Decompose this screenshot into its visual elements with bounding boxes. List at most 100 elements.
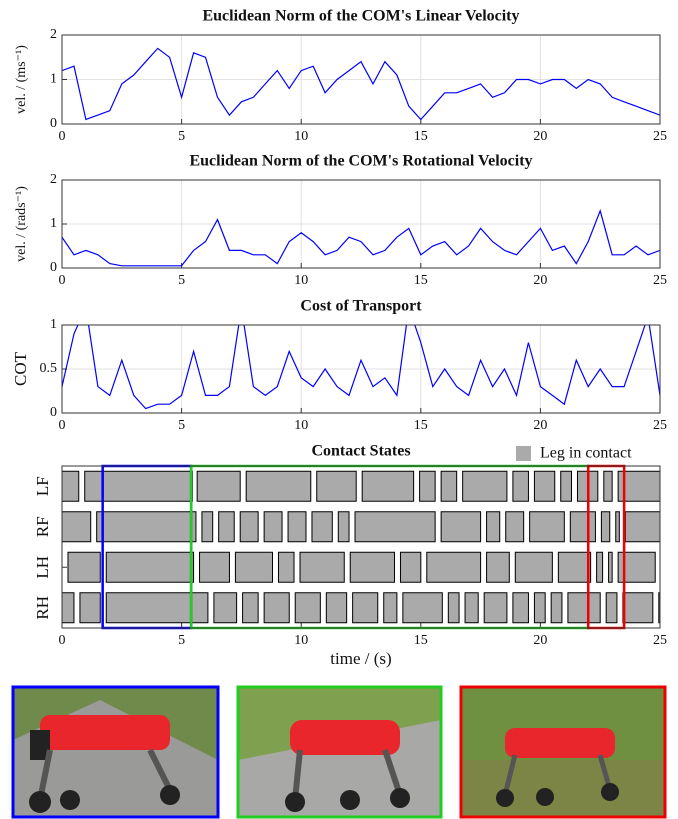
contact-bar <box>464 592 479 624</box>
y-axis-label: vel. / (ms⁻¹) <box>14 45 29 114</box>
contact-bar <box>486 511 501 543</box>
contact-bar <box>105 592 209 624</box>
chart-title: Contact States <box>311 443 410 460</box>
contact-bar <box>624 511 661 543</box>
contact-bar <box>218 511 235 543</box>
contact-bar <box>512 470 529 502</box>
contact-bar <box>569 511 596 543</box>
x-tick-label: 10 <box>294 633 308 648</box>
y-tick-label: 1 <box>50 317 57 332</box>
contact-bar <box>277 551 295 583</box>
contact-bar <box>311 511 333 543</box>
contact-bar <box>316 470 357 502</box>
contact-bar <box>440 511 482 543</box>
contact-bar <box>533 592 546 624</box>
x-tick-label: 0 <box>59 633 66 648</box>
contact-bar <box>447 592 460 624</box>
x-tick-label: 5 <box>178 633 185 648</box>
x-tick-label: 0 <box>59 418 66 433</box>
contact-bar <box>263 592 290 624</box>
contact-bar <box>105 551 195 583</box>
x-tick-label: 20 <box>533 633 547 648</box>
contact-bar <box>505 511 525 543</box>
contact-bar <box>603 470 613 502</box>
contact-bar <box>605 592 618 624</box>
x-tick-label: 25 <box>653 418 667 433</box>
x-tick-label: 0 <box>59 129 66 144</box>
contact-bar <box>201 511 214 543</box>
contact-bar <box>483 592 508 624</box>
contact-bar <box>213 592 238 624</box>
chart-title: Cost of Transport <box>300 298 422 315</box>
contact-bar <box>349 551 395 583</box>
x-tick-label: 5 <box>178 418 185 433</box>
y-tick-label: 0 <box>50 116 57 131</box>
photos <box>11 685 667 819</box>
contact-bar <box>294 592 321 624</box>
contact-bar <box>560 470 572 502</box>
contact-bar <box>550 592 563 624</box>
axes-frame <box>61 465 661 629</box>
series-line <box>62 208 660 267</box>
row-label: RH <box>33 596 52 620</box>
chart-title: Euclidean Norm of the COM's Rotational V… <box>189 153 532 170</box>
photo-blue <box>11 685 220 819</box>
contact-bar <box>299 551 345 583</box>
contact-bar <box>96 511 197 543</box>
x-tick-label: 15 <box>414 633 428 648</box>
axes-frame <box>61 179 661 269</box>
axes-frame <box>61 34 661 125</box>
x-tick-label: 5 <box>178 273 185 288</box>
row-label: LH <box>33 556 52 579</box>
y-tick-label: 1 <box>50 72 57 87</box>
x-tick-label: 10 <box>294 129 308 144</box>
x-tick-label: 25 <box>653 633 667 648</box>
contact-bar <box>79 592 101 624</box>
contact-bar <box>352 592 379 624</box>
contact-bar <box>529 511 565 543</box>
contact-bar <box>608 551 613 583</box>
contact-bar <box>337 511 350 543</box>
contact-bar <box>514 551 553 583</box>
y-axis-label: COT <box>11 351 30 386</box>
contact-bar <box>567 592 601 624</box>
y-tick-label: 2 <box>50 172 57 187</box>
y-tick-label: 0 <box>50 260 57 275</box>
contact-bar <box>61 592 75 624</box>
contact-bar <box>596 551 604 583</box>
axes-frame <box>61 324 661 414</box>
y-tick-label: 2 <box>50 27 57 42</box>
photo-green <box>236 685 443 819</box>
y-tick-label: 0 <box>50 405 57 420</box>
contact-bar <box>486 551 510 583</box>
contact-bar <box>383 592 398 624</box>
contact-bar <box>61 470 80 502</box>
photo-red <box>459 685 667 819</box>
contact-bar <box>512 592 529 624</box>
contact-bar <box>399 551 422 583</box>
contact-bar <box>426 551 482 583</box>
contact-bar <box>419 470 436 502</box>
contact-bar <box>199 551 230 583</box>
x-tick-label: 15 <box>414 129 428 144</box>
x-tick-label: 10 <box>294 418 308 433</box>
legend-label: Leg in contact <box>540 445 632 462</box>
x-tick-label: 20 <box>533 418 547 433</box>
contact-bar <box>440 470 458 502</box>
x-tick-label: 20 <box>533 273 547 288</box>
y-axis-label: vel. / (rads⁻¹) <box>14 186 29 262</box>
contact-bar <box>61 511 92 543</box>
x-tick-label: 25 <box>653 129 667 144</box>
x-axis-label: time / (s) <box>330 649 391 668</box>
contact-bar <box>557 551 592 583</box>
x-tick-label: 25 <box>653 273 667 288</box>
contact-bar <box>242 592 259 624</box>
row-label: LF <box>33 476 52 496</box>
x-tick-label: 15 <box>414 418 428 433</box>
x-tick-label: 0 <box>59 273 66 288</box>
contact-bar <box>615 511 620 543</box>
y-tick-label: 0.5 <box>40 361 58 376</box>
contact-bar <box>287 511 307 543</box>
contact-bar <box>239 511 259 543</box>
